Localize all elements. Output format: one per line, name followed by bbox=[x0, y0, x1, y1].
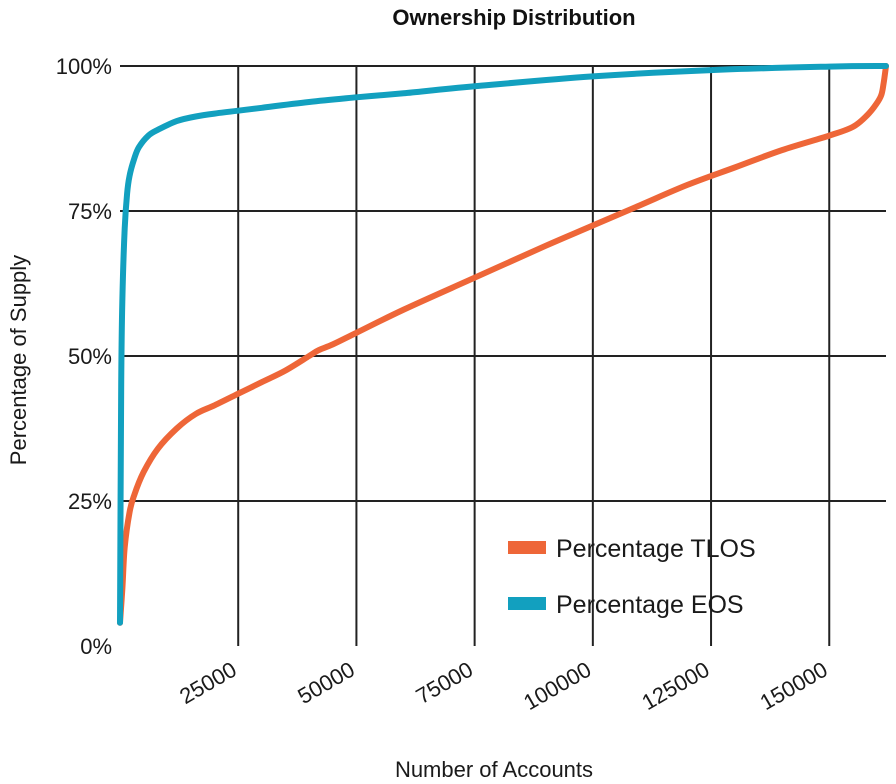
legend-swatch bbox=[508, 597, 546, 610]
series-lines bbox=[117, 63, 889, 626]
legend: Percentage TLOS Percentage EOS bbox=[508, 535, 756, 619]
y-tick-label: 50% bbox=[68, 344, 112, 369]
chart-title: Ownership Distribution bbox=[392, 5, 635, 30]
x-tick-label: 75000 bbox=[412, 657, 477, 709]
legend-swatch bbox=[508, 541, 546, 554]
legend-label: Percentage TLOS bbox=[556, 535, 756, 563]
y-tick-label: 0% bbox=[80, 634, 112, 659]
x-tick-label: 25000 bbox=[175, 657, 240, 709]
x-tick-label: 150000 bbox=[756, 657, 832, 715]
y-axis-label: Percentage of Supply bbox=[6, 255, 31, 465]
series-line-percentage-tlos bbox=[117, 63, 889, 626]
x-tick-label: 100000 bbox=[519, 657, 595, 715]
x-tick-label: 50000 bbox=[293, 657, 358, 709]
y-tick-label: 25% bbox=[68, 489, 112, 514]
legend-label: Percentage EOS bbox=[556, 591, 744, 619]
y-tick-label: 75% bbox=[68, 199, 112, 224]
x-tick-label: 125000 bbox=[637, 657, 713, 715]
gridlines bbox=[120, 65, 886, 646]
y-tick-label: 100% bbox=[56, 54, 112, 79]
x-axis-label: Number of Accounts bbox=[395, 757, 593, 782]
series-line-percentage-eos bbox=[117, 63, 889, 626]
